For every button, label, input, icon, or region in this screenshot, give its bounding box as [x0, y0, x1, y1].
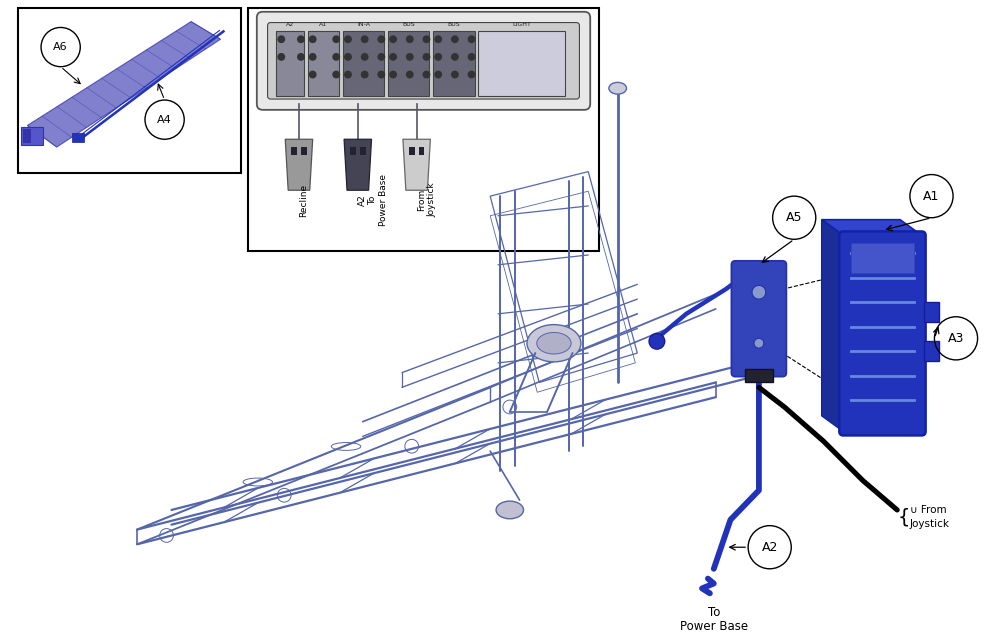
Polygon shape [27, 22, 221, 147]
Circle shape [332, 53, 340, 61]
Circle shape [434, 35, 442, 43]
Circle shape [389, 53, 397, 61]
Circle shape [377, 71, 385, 78]
Polygon shape [822, 220, 843, 432]
Bar [388, 32, 429, 96]
Ellipse shape [537, 332, 571, 354]
Circle shape [406, 71, 414, 78]
Text: {: { [898, 507, 910, 526]
Circle shape [277, 53, 285, 61]
Circle shape [361, 53, 369, 61]
Circle shape [309, 71, 317, 78]
Circle shape [451, 71, 459, 78]
Circle shape [389, 71, 397, 78]
Circle shape [468, 53, 475, 61]
Polygon shape [344, 139, 372, 191]
Text: A2
To
Power Base: A2 To Power Base [358, 174, 388, 226]
Polygon shape [285, 139, 313, 191]
Circle shape [451, 53, 459, 61]
Ellipse shape [527, 325, 581, 362]
FancyBboxPatch shape [257, 12, 590, 110]
Ellipse shape [496, 501, 524, 519]
Bar [21, 127, 43, 145]
Text: A2: A2 [286, 22, 294, 27]
Circle shape [361, 35, 369, 43]
Text: To: To [708, 606, 720, 619]
Bar [276, 32, 304, 96]
Circle shape [344, 71, 352, 78]
Text: A4: A4 [157, 115, 172, 125]
Text: A6: A6 [53, 42, 68, 52]
Bar [419, 147, 424, 155]
Circle shape [649, 334, 665, 349]
Circle shape [332, 35, 340, 43]
Text: From
Joystick: From Joystick [417, 183, 436, 217]
FancyBboxPatch shape [839, 232, 926, 436]
Circle shape [297, 53, 305, 61]
Text: A1: A1 [923, 190, 940, 203]
Circle shape [451, 35, 459, 43]
Circle shape [468, 71, 475, 78]
Circle shape [344, 53, 352, 61]
Polygon shape [403, 139, 430, 191]
Text: BUS: BUS [402, 22, 415, 27]
Text: ∪ From: ∪ From [910, 505, 947, 515]
Circle shape [752, 285, 766, 299]
Circle shape [423, 71, 430, 78]
Text: Power Base: Power Base [680, 620, 748, 633]
Circle shape [309, 35, 317, 43]
Text: LIGHT: LIGHT [512, 22, 531, 27]
Bar [23, 130, 31, 143]
Bar [291, 147, 297, 155]
Bar [745, 369, 773, 382]
Bar [433, 32, 475, 96]
Text: A5: A5 [786, 211, 802, 224]
Bar [72, 134, 84, 142]
Ellipse shape [609, 82, 627, 94]
Polygon shape [822, 220, 922, 235]
FancyBboxPatch shape [731, 261, 786, 377]
Circle shape [468, 35, 475, 43]
Circle shape [423, 53, 430, 61]
Bar [18, 8, 241, 173]
Text: A2: A2 [761, 541, 778, 554]
Bar [350, 147, 356, 155]
Circle shape [434, 71, 442, 78]
Bar [924, 302, 939, 322]
Bar [478, 32, 565, 96]
Circle shape [754, 338, 764, 348]
Circle shape [277, 35, 285, 43]
Bar [409, 147, 415, 155]
Circle shape [377, 53, 385, 61]
Bar [248, 8, 599, 251]
Text: Joystick: Joystick [910, 518, 950, 529]
Circle shape [297, 35, 305, 43]
Circle shape [361, 71, 369, 78]
Circle shape [406, 53, 414, 61]
Circle shape [344, 35, 352, 43]
Circle shape [332, 71, 340, 78]
Circle shape [406, 35, 414, 43]
Text: Recline: Recline [299, 184, 308, 216]
Circle shape [377, 35, 385, 43]
Text: A3: A3 [948, 332, 964, 345]
Bar [308, 32, 339, 96]
Bar [924, 341, 939, 361]
Circle shape [309, 53, 317, 61]
Text: BUS: BUS [448, 22, 460, 27]
Bar [343, 32, 384, 96]
Text: IN-A: IN-A [357, 22, 370, 27]
Circle shape [389, 35, 397, 43]
Bar [301, 147, 307, 155]
FancyBboxPatch shape [268, 23, 579, 99]
Bar [851, 243, 914, 273]
Circle shape [423, 35, 430, 43]
Text: A1: A1 [319, 22, 328, 27]
Circle shape [434, 53, 442, 61]
Bar [360, 147, 366, 155]
